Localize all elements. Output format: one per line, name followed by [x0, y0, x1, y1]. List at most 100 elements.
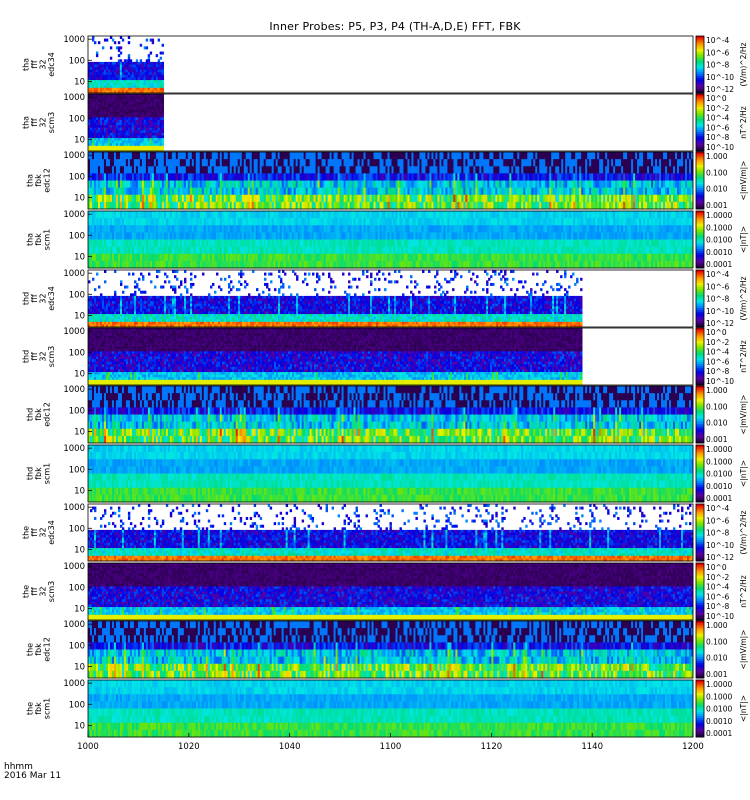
heatmap-cell — [148, 57, 150, 60]
heatmap-cell — [162, 77, 164, 80]
heatmap-cell — [150, 52, 152, 55]
colorbar-tick-label: 10^-6 — [706, 123, 730, 132]
heatmap-cell — [120, 52, 122, 55]
heatmap-cell — [162, 70, 164, 73]
heatmap-cell — [156, 54, 158, 57]
y-tick-label: 100 — [69, 114, 85, 124]
heatmap-cell — [110, 36, 112, 39]
heatmap-cell — [152, 41, 154, 44]
heatmap-cell — [162, 125, 164, 128]
heatmap-cell — [162, 135, 164, 138]
y-tick-label: 1000 — [63, 151, 85, 161]
heatmap-cell — [162, 120, 164, 123]
panel-label: tha fff 32 scm3 — [21, 112, 56, 133]
heatmap-cell — [162, 123, 164, 126]
colorbar-2 — [696, 152, 704, 210]
y-tick-label: 100 — [69, 56, 85, 66]
heatmap-cell — [162, 110, 164, 113]
heatmap-cell — [162, 102, 164, 105]
y-tick-label: 100 — [69, 172, 85, 182]
heatmap-cell — [98, 41, 100, 44]
heatmap-cell — [152, 39, 154, 42]
colorbar-tick-label: 0.001 — [706, 201, 728, 210]
heatmap-cell — [96, 54, 98, 57]
heatmap-cell — [148, 54, 150, 57]
colorbar-tick-label: 10^-2 — [706, 104, 730, 113]
heatmap-cell — [128, 41, 130, 44]
panel-label: tha fff 32 edc34 — [21, 52, 56, 77]
y-tick-label: 10 — [74, 135, 85, 145]
heatmap-cell — [162, 128, 164, 131]
heatmap-cell — [162, 115, 164, 118]
colorbar-0 — [696, 36, 704, 94]
colorbar-unit-label: nT^2/Hz — [739, 106, 748, 139]
heatmap-cell — [130, 59, 132, 62]
heatmap-cell — [162, 99, 164, 102]
heatmap-cell — [162, 75, 164, 78]
heatmap-cell — [162, 94, 164, 97]
heatmap-cell — [162, 112, 164, 115]
heatmap-cell — [162, 104, 164, 107]
heatmap-cell — [162, 65, 164, 68]
y-tick-label: 1000 — [63, 35, 85, 45]
heatmap-cell — [112, 39, 114, 42]
heatmap-cell — [118, 49, 120, 52]
panel-label: tha fbk edc12 — [26, 168, 52, 193]
heatmap-cell — [162, 107, 164, 110]
heatmap-cell — [140, 44, 142, 47]
heatmap-cell — [128, 54, 130, 57]
heatmap-cell — [162, 72, 164, 75]
heatmap-cell — [162, 133, 164, 136]
heatmap-cell — [162, 138, 164, 141]
heatmap-cell — [162, 67, 164, 70]
heatmap-cell — [162, 85, 164, 88]
heatmap-cell — [160, 57, 162, 60]
colorbar-tick-label: 10^-10 — [706, 73, 734, 82]
panel-2: 101001000tha fbk edc121.0000.1000.0100.001… — [26, 151, 749, 210]
heatmap-cell — [120, 46, 122, 49]
heatmap-cell — [118, 54, 120, 57]
heatmap-cell — [162, 62, 164, 65]
colorbar-unit-label: (V/m)^2/Hz — [739, 42, 748, 86]
y-tick-label: 1000 — [63, 93, 85, 103]
panel-label-line: scm3 — [47, 112, 56, 133]
heatmap-cell — [110, 46, 112, 49]
heatmap-cell — [114, 41, 116, 44]
heatmap-cell — [162, 117, 164, 120]
heatmap-cell — [122, 39, 124, 42]
panel-label-line: edc12 — [43, 168, 52, 193]
heatmap-cell — [120, 36, 122, 39]
panel-3: 101001000tha fbk scm11.00000.10000.01000.0… — [26, 210, 749, 269]
colorbar-1 — [696, 94, 704, 152]
panel-frame — [88, 36, 693, 93]
heatmap-cell — [96, 52, 98, 55]
heatmap-cell — [158, 59, 160, 62]
colorbar-tick-label: 10^-8 — [706, 61, 730, 70]
heatmap-cell — [162, 130, 164, 133]
panel-label-line: edc34 — [47, 52, 56, 77]
heatmap-cell — [162, 143, 164, 146]
heatmap-cell — [106, 39, 108, 42]
heatmap-cell — [162, 44, 164, 47]
heatmap-cell — [162, 141, 164, 144]
heatmap-cell — [110, 57, 112, 60]
y-tick-label: 10 — [74, 193, 85, 203]
colorbar-tick-label: 10^0 — [706, 94, 727, 103]
colorbar-tick-label: 10^-12 — [706, 85, 734, 94]
heatmap-cell — [128, 57, 130, 60]
colorbar-unit-label: <|mV/m|> — [739, 161, 748, 201]
heatmap-cell — [136, 59, 138, 62]
y-tick-label: 10 — [74, 77, 85, 87]
heatmap-cell — [162, 97, 164, 100]
colorbar-tick-label: 0.100 — [706, 168, 728, 177]
heatmap-cell — [118, 41, 120, 44]
colorbar-tick-label: 10^-4 — [706, 114, 730, 123]
heatmap-cell — [94, 41, 96, 44]
heatmap-cell — [162, 146, 164, 149]
colorbar-tick-label: 10^-10 — [706, 143, 734, 152]
heatmap-cell — [146, 39, 148, 42]
heatmap-cell — [120, 59, 122, 62]
heatmap-cell — [162, 88, 164, 91]
